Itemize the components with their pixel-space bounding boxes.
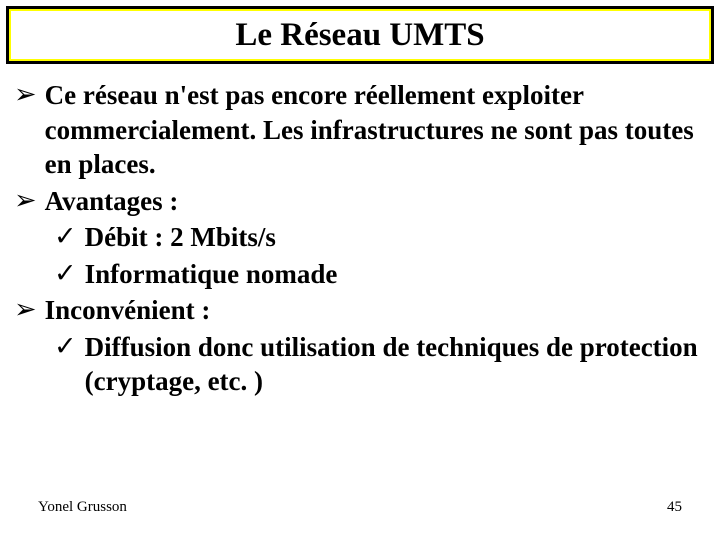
- bullet-item: ➢ Ce réseau n'est pas encore réellement …: [14, 78, 702, 182]
- bullet-text: Informatique nomade: [85, 257, 338, 292]
- bullet-text: Ce réseau n'est pas encore réellement ex…: [45, 78, 702, 182]
- bullet-item: ✓ Débit : 2 Mbits/s: [54, 220, 702, 255]
- slide-title: Le Réseau UMTS: [235, 17, 484, 54]
- check-bullet-icon: ✓: [54, 330, 77, 364]
- footer-author: Yonel Grusson: [38, 499, 127, 516]
- bullet-text: Débit : 2 Mbits/s: [85, 220, 276, 255]
- title-bar-inner: Le Réseau UMTS: [11, 11, 709, 59]
- arrow-bullet-icon: ➢: [14, 293, 37, 327]
- title-bar: Le Réseau UMTS: [6, 6, 714, 64]
- bullet-item: ➢ Inconvénient :: [14, 293, 702, 328]
- bullet-text: Inconvénient :: [45, 293, 211, 328]
- title-bar-border: Le Réseau UMTS: [9, 9, 711, 61]
- bullet-item: ➢ Avantages :: [14, 184, 702, 219]
- footer: Yonel Grusson 45: [38, 499, 682, 516]
- bullet-text: Diffusion donc utilisation de techniques…: [85, 330, 702, 399]
- bullet-text: Avantages :: [45, 184, 179, 219]
- arrow-bullet-icon: ➢: [14, 184, 37, 218]
- footer-page-number: 45: [667, 499, 682, 516]
- bullet-item: ✓ Informatique nomade: [54, 257, 702, 292]
- bullet-item: ✓ Diffusion donc utilisation de techniqu…: [54, 330, 702, 399]
- check-bullet-icon: ✓: [54, 257, 77, 291]
- content-area: ➢ Ce réseau n'est pas encore réellement …: [14, 78, 702, 401]
- arrow-bullet-icon: ➢: [14, 78, 37, 112]
- check-bullet-icon: ✓: [54, 220, 77, 254]
